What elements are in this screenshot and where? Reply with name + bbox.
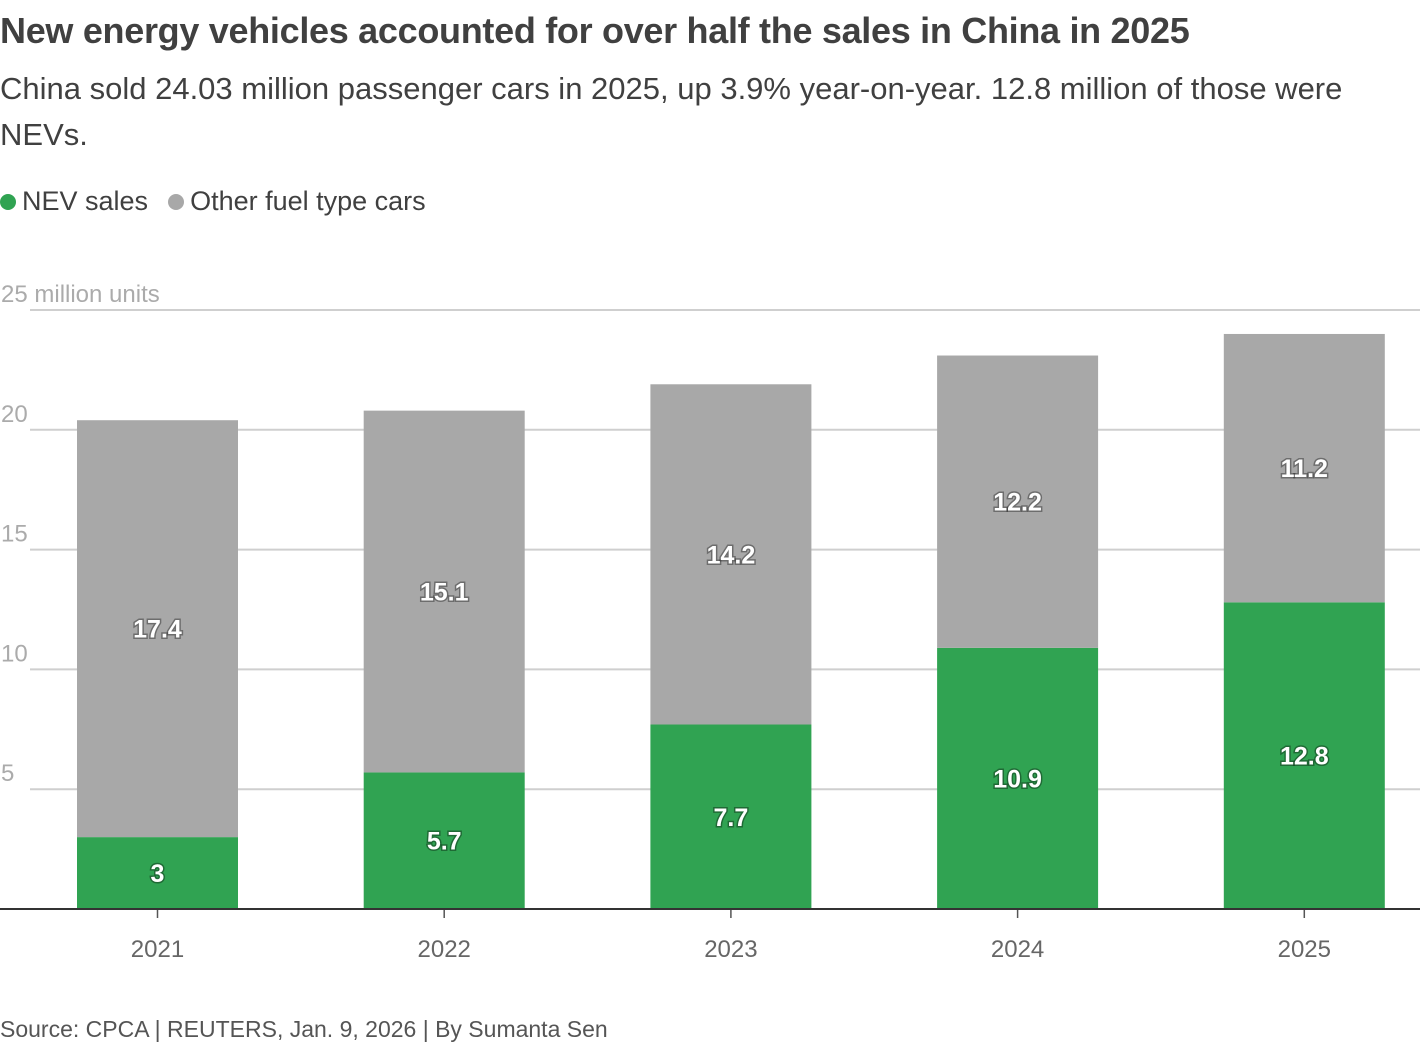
- data-label: 10.9: [993, 765, 1042, 793]
- bar-other: [77, 420, 238, 838]
- data-label: 14.2: [707, 541, 756, 569]
- legend-swatch-other: [168, 193, 185, 210]
- bar-nev: [937, 647, 1099, 909]
- y-tick-label: 25 million units: [1, 281, 160, 308]
- legend-label-nev: NEV sales: [22, 186, 149, 216]
- data-label: 5.7: [427, 828, 462, 856]
- y-tick-label: 15: [1, 521, 28, 548]
- x-tick-label: 2021: [131, 936, 184, 963]
- bar-other: [650, 384, 812, 725]
- x-tick-label: 2023: [704, 936, 757, 963]
- data-label: 17.4: [133, 616, 182, 644]
- bar-nev: [1223, 602, 1385, 909]
- bar-nev: [77, 837, 238, 909]
- x-tick-label: 2022: [418, 936, 471, 963]
- data-label: 11.2: [1281, 455, 1328, 483]
- legend: NEV sales Other fuel type cars: [0, 186, 426, 217]
- legend-item-nev: NEV sales: [0, 186, 148, 217]
- chart-title: New energy vehicles accounted for over h…: [0, 10, 1190, 51]
- bar-other: [937, 355, 1099, 648]
- legend-label-other: Other fuel type cars: [190, 186, 426, 216]
- bar-other: [1223, 333, 1385, 603]
- bar-other: [363, 410, 525, 773]
- data-label: 12.2: [993, 489, 1042, 517]
- legend-swatch-nev: [0, 193, 16, 210]
- bar-nev: [363, 772, 525, 909]
- x-tick-label: 2024: [991, 936, 1044, 963]
- source-note: Source: CPCA | REUTERS, Jan. 9, 2026 | B…: [0, 1016, 608, 1042]
- chart-subtitle: China sold 24.03 million passenger cars …: [0, 71, 1343, 152]
- y-tick-label: 10: [1, 640, 28, 667]
- data-label: 12.8: [1280, 743, 1329, 771]
- y-tick-label: 20: [1, 401, 28, 428]
- y-tick-label: 5: [1, 760, 14, 787]
- legend-item-other: Other fuel type cars: [168, 186, 426, 217]
- data-label: 3: [151, 860, 165, 888]
- data-label: 15.1: [420, 579, 469, 607]
- bar-nev: [650, 724, 812, 909]
- data-label: 7.7: [714, 804, 749, 832]
- x-tick-label: 2025: [1278, 936, 1331, 963]
